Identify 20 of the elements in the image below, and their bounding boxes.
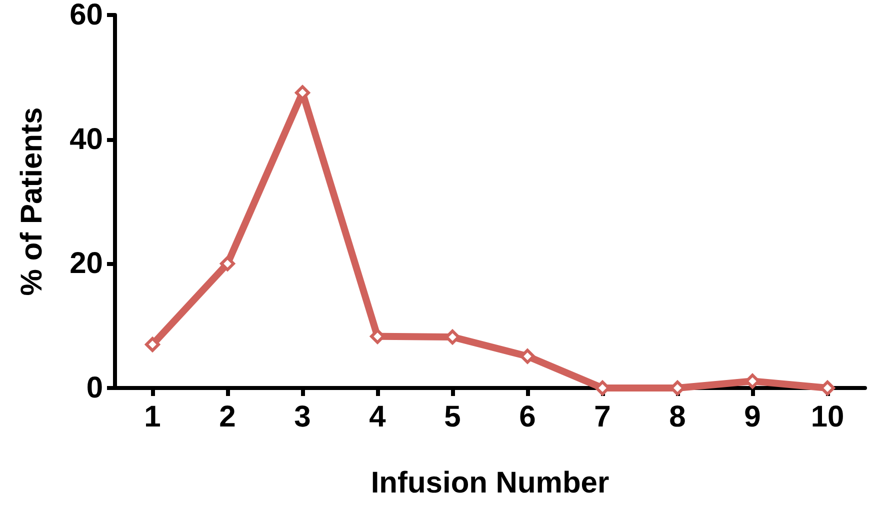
x-tick-label: 9 <box>744 400 761 434</box>
y-axis-title: % of Patients <box>16 107 48 296</box>
x-tick-label: 3 <box>294 400 311 434</box>
x-tick-label: 10 <box>810 400 844 434</box>
y-tick-label: 60 <box>70 0 103 32</box>
x-tick-label: 8 <box>669 400 686 434</box>
point <box>745 374 760 389</box>
y-tick-label: 20 <box>70 247 103 280</box>
y-tick-label: 40 <box>70 122 103 156</box>
x-tick-label: 6 <box>519 400 536 434</box>
x-tick-label: 7 <box>594 400 611 434</box>
point <box>145 336 160 352</box>
x-tick-label: 2 <box>219 400 236 434</box>
x-tick-label: 5 <box>444 400 461 434</box>
point <box>220 256 235 272</box>
x-tick-label: 4 <box>369 400 386 434</box>
x-tick-label: 1 <box>144 400 161 434</box>
x-axis-title: Infusion Number <box>370 466 610 500</box>
y-tick-label: 0 <box>86 372 103 404</box>
point <box>520 348 535 364</box>
